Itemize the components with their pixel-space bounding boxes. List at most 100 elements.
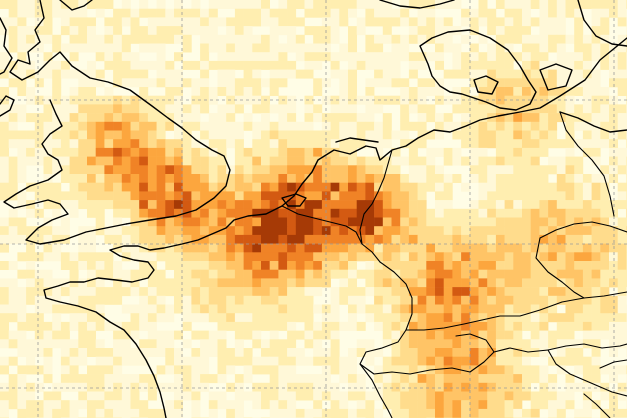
density-cell [391, 191, 401, 201]
density-cell [365, 391, 375, 401]
density-cell [548, 165, 558, 175]
density-cell [522, 165, 531, 175]
density-cell [513, 252, 523, 262]
density-cell [0, 69, 9, 79]
density-cell [200, 382, 210, 392]
density-cell [43, 0, 53, 9]
density-cell [400, 269, 410, 279]
density-cell [261, 287, 270, 297]
density-cell [348, 304, 357, 314]
density-cell [113, 174, 123, 183]
density-cell [565, 243, 575, 253]
density-cell [165, 217, 175, 227]
density-cell [295, 226, 305, 236]
density-cell [52, 156, 62, 166]
density-cell [87, 252, 96, 262]
density-cell [121, 200, 131, 210]
density-cell [261, 52, 270, 62]
density-cell [609, 60, 618, 70]
density-cell [121, 330, 131, 340]
density-cell [382, 34, 392, 44]
density-cell [252, 234, 262, 244]
switzerland-border [359, 329, 495, 375]
density-cell [43, 295, 53, 305]
density-cell [182, 382, 192, 392]
density-cell [121, 174, 131, 183]
density-cell [417, 226, 427, 236]
density-cell [382, 391, 392, 401]
density-cell [43, 139, 53, 149]
density-cell [574, 261, 584, 270]
density-cell [487, 191, 497, 201]
density-cell [208, 330, 218, 340]
density-cell [34, 95, 44, 105]
density-cell [548, 269, 558, 279]
density-cell [530, 139, 540, 149]
density-cell [617, 130, 627, 140]
density-cell [443, 26, 453, 36]
density-cell [191, 356, 201, 366]
density-cell [617, 0, 627, 9]
density-cell [130, 304, 140, 314]
density-cell [147, 121, 157, 131]
density-cell [617, 43, 627, 53]
density-cell [443, 374, 453, 384]
density-cell [556, 182, 566, 192]
density-cell [269, 43, 279, 53]
density-cell [530, 60, 540, 70]
density-cell [504, 382, 514, 392]
density-cell [513, 382, 523, 392]
density-cell [26, 400, 36, 410]
density-cell [43, 104, 53, 114]
density-cell [104, 348, 114, 357]
density-cell [26, 278, 36, 288]
density-cell [17, 217, 27, 227]
density-cell [495, 113, 505, 123]
density-cell [26, 130, 36, 140]
density-cell [478, 200, 488, 210]
density-cell [252, 104, 262, 114]
density-cell [400, 43, 410, 53]
density-cell [426, 252, 436, 262]
density-cell [174, 139, 183, 149]
density-cell [400, 382, 410, 392]
density-cell [382, 356, 392, 366]
density-cell [565, 8, 575, 18]
density-cell [252, 287, 262, 297]
density-cell [530, 295, 540, 305]
density-cell [104, 113, 114, 123]
density-cell [487, 226, 497, 236]
density-cell [313, 113, 323, 123]
density-cell [34, 234, 44, 244]
density-cell [130, 330, 140, 340]
density-cell [287, 330, 297, 340]
density-cell [278, 408, 288, 418]
density-cell [461, 348, 471, 357]
density-cell [261, 174, 270, 183]
density-cell [530, 313, 540, 323]
density-cell [147, 208, 157, 218]
density-cell [87, 374, 96, 384]
density-cell [313, 174, 323, 183]
density-cell [0, 95, 9, 105]
density-cell [26, 339, 36, 349]
density-cell [165, 78, 175, 88]
density-cell [417, 339, 427, 349]
density-cell [478, 321, 488, 331]
density-cell [8, 34, 18, 44]
density-cell [348, 408, 357, 418]
density-cell [287, 8, 297, 18]
density-cell [95, 113, 105, 123]
density-cell [217, 391, 227, 401]
density-cell [591, 104, 601, 114]
density-cell [461, 8, 471, 18]
density-cell [495, 391, 505, 401]
density-cell [182, 130, 192, 140]
density-cell [513, 269, 523, 279]
density-cell [426, 26, 436, 36]
density-cell [95, 182, 105, 192]
density-cell [60, 104, 70, 114]
density-cell [426, 330, 436, 340]
density-cell [530, 243, 540, 253]
density-cell [556, 17, 566, 27]
